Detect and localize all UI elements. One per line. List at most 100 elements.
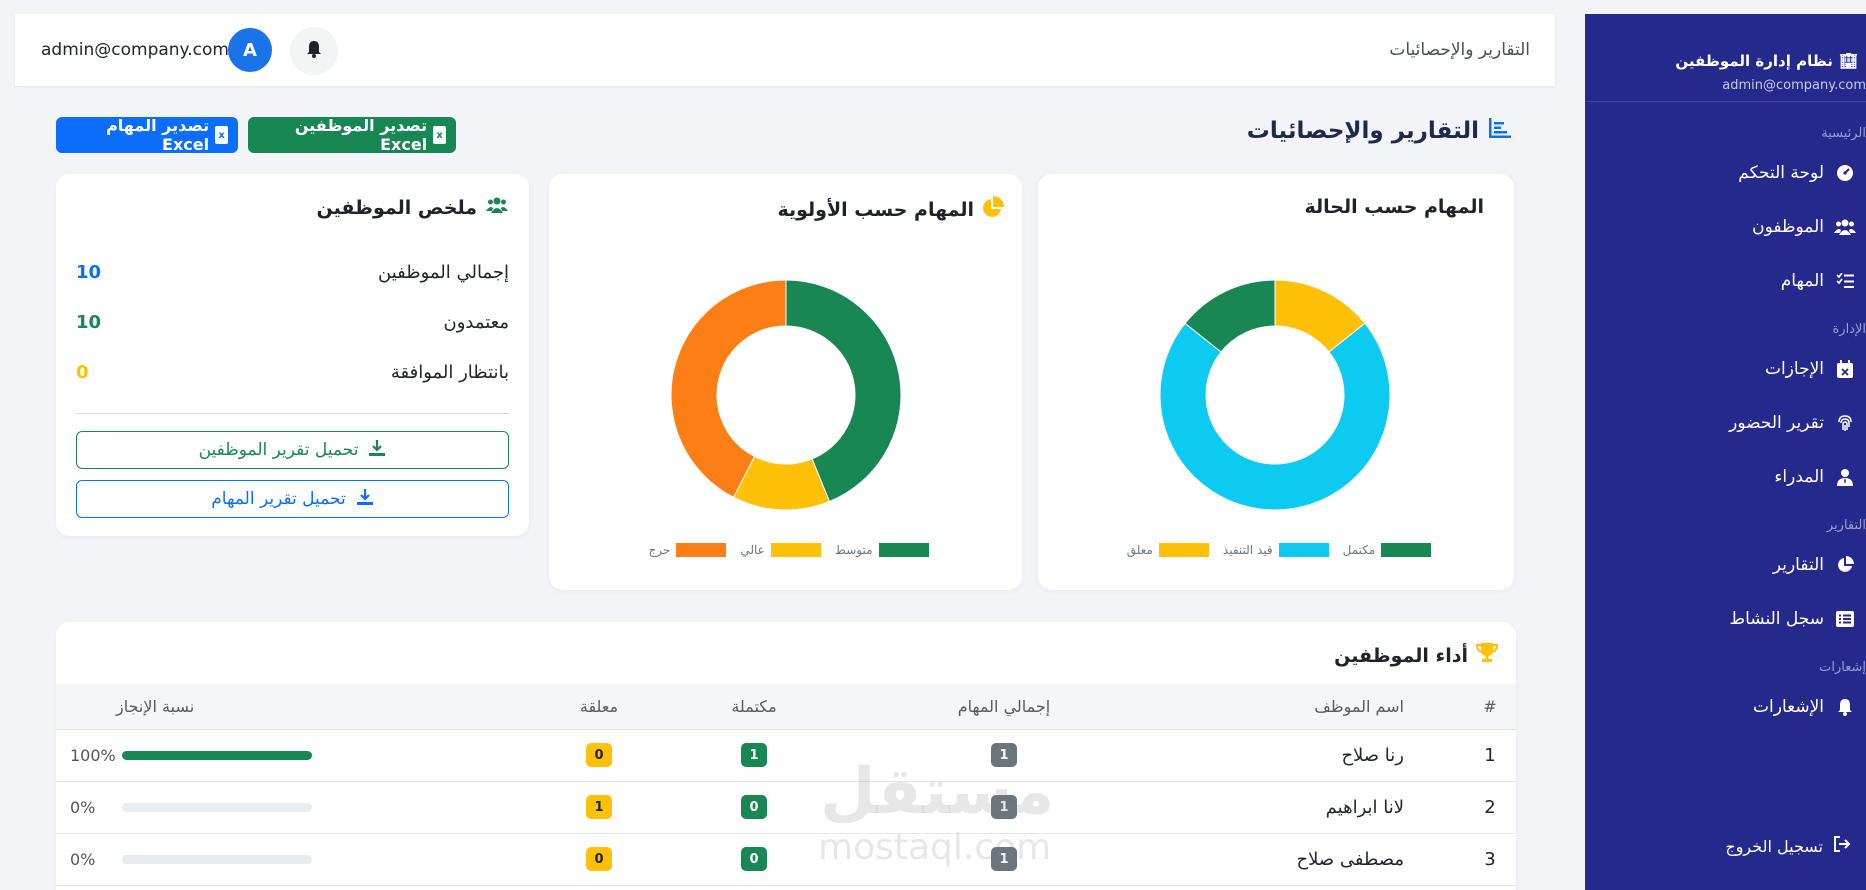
- done-cell: 0: [674, 781, 834, 834]
- donut-slice-2[interactable]: [670, 279, 787, 499]
- legend-item[interactable]: عالي: [740, 543, 821, 557]
- list-icon: [1834, 608, 1856, 630]
- legend-item[interactable]: قيد التنفيذ: [1223, 543, 1329, 557]
- col-total[interactable]: إجمالي المهام: [834, 684, 1174, 730]
- card-title: ملخص الموظفين: [317, 196, 509, 219]
- sidebar-item-employees[interactable]: الموظفون: [1585, 200, 1866, 254]
- table-row[interactable]: 1 رنا صلاح 1 1 0 100%: [56, 729, 1516, 782]
- download-tasks-report-button[interactable]: تحميل تقرير المهام: [76, 480, 509, 518]
- col-progress[interactable]: نسبة الإنجاز: [56, 684, 524, 730]
- progress-cell: 0%: [56, 833, 524, 886]
- done-cell: 0: [674, 833, 834, 886]
- tasks-icon: [1834, 270, 1856, 292]
- section-main: الرئيسية: [1821, 126, 1866, 141]
- pending-badge: 1: [586, 795, 612, 820]
- col-name[interactable]: اسم الموظف: [1174, 684, 1464, 730]
- legend-item[interactable]: معلق: [1127, 543, 1209, 557]
- total-cell: 1: [834, 833, 1174, 886]
- sidebar-item-leaves[interactable]: الإجازات: [1585, 342, 1866, 396]
- sidebar-item-tasks[interactable]: المهام: [1585, 254, 1866, 308]
- topbar: التقارير والإحصائيات A admin@company.com: [15, 14, 1555, 86]
- topbar-title: التقارير والإحصائيات: [1389, 40, 1530, 60]
- performance-table: # اسم الموظف إجمالي المهام مكتملة معلقة …: [56, 684, 1516, 886]
- excel-file-icon: x: [215, 126, 228, 144]
- progress-bar: [121, 751, 312, 760]
- col-num[interactable]: #: [1464, 684, 1516, 730]
- donut-slice-2[interactable]: [1184, 279, 1276, 353]
- legend-swatch: [878, 543, 929, 557]
- done-badge: 1: [741, 743, 767, 768]
- total-badge: 1: [991, 743, 1017, 768]
- col-done[interactable]: مكتملة: [674, 684, 834, 730]
- total-cell: 1: [834, 781, 1174, 834]
- users-icon: [485, 196, 509, 219]
- divider: [76, 413, 509, 414]
- status-chart-card: المهام حسب الحالة مكتمل قيد التنفيذ معلق: [1038, 174, 1514, 590]
- summary-row-total: إجمالي الموظفين 10: [76, 262, 509, 286]
- row-num: 1: [1464, 729, 1516, 782]
- export-tasks-button[interactable]: x تصدير المهام Excel: [56, 116, 238, 154]
- sidebar-item-activity-log[interactable]: سجل النشاط: [1585, 592, 1866, 646]
- progress-percent: 0%: [70, 798, 96, 817]
- employee-performance-card: أداء الموظفين # اسم الموظف إجمالي المهام…: [56, 622, 1516, 890]
- priority-chart-card: المهام حسب الأولوية متوسط عالي حرج: [549, 174, 1022, 590]
- progress-bar: [121, 803, 312, 812]
- bell-icon: [306, 40, 322, 62]
- sidebar: 🏢︎ نظام إدارة الموظفين admin@company.com…: [1585, 14, 1866, 890]
- summary-value: 10: [76, 312, 102, 333]
- notifications-button[interactable]: [290, 27, 338, 75]
- fingerprint-icon: [1834, 412, 1856, 434]
- legend-item[interactable]: مكتمل: [1343, 543, 1432, 557]
- card-title: المهام حسب الحالة: [1304, 196, 1485, 218]
- summary-row-pending: بانتظار الموافقة 0: [76, 362, 509, 386]
- user-tie-icon: [1834, 466, 1856, 488]
- legend-swatch: [1278, 543, 1329, 557]
- page-title: التقارير والإحصائيات: [1247, 118, 1511, 144]
- summary-value: 0: [76, 362, 89, 383]
- table-row[interactable]: 3 مصطفى صلاح 1 0 0 0%: [56, 833, 1516, 886]
- sidebar-item-reports[interactable]: التقارير: [1585, 538, 1866, 592]
- download-employees-report-button[interactable]: تحميل تقرير الموظفين: [76, 431, 509, 469]
- status-donut-chart: [1159, 279, 1391, 511]
- download-icon: [356, 488, 374, 511]
- export-employees-button[interactable]: x تصدير الموظفين Excel: [248, 116, 456, 154]
- legend-item[interactable]: حرج: [649, 543, 727, 557]
- section-reports: التقارير: [1826, 518, 1866, 533]
- watermark-url: mostaql.com: [818, 827, 1052, 868]
- table-header-row: # اسم الموظف إجمالي المهام مكتملة معلقة …: [56, 684, 1516, 730]
- progress-fill: [121, 751, 312, 760]
- donut-slice-0[interactable]: [785, 279, 902, 503]
- legend-swatch: [1158, 543, 1209, 557]
- progress-percent: 100%: [70, 746, 116, 765]
- table-row[interactable]: 2 لانا ابراهيم 1 0 1 0%: [56, 781, 1516, 834]
- pending-badge: 0: [586, 743, 612, 768]
- sidebar-item-notifications[interactable]: الإشعارات: [1585, 680, 1866, 734]
- priority-donut-chart: [670, 279, 902, 511]
- done-cell: 1: [674, 729, 834, 782]
- excel-file-icon: x: [433, 126, 446, 144]
- logout-button[interactable]: تسجيل الخروج: [1725, 836, 1866, 856]
- card-title: أداء الموظفين: [1334, 642, 1499, 669]
- col-pending[interactable]: معلقة: [524, 684, 674, 730]
- total-badge: 1: [991, 847, 1017, 872]
- pending-cell: 0: [524, 833, 674, 886]
- bell-icon: [1834, 696, 1856, 718]
- priority-legend: متوسط عالي حرج: [549, 543, 1022, 557]
- status-legend: مكتمل قيد التنفيذ معلق: [1038, 543, 1514, 557]
- section-notifications: إشعارات: [1819, 660, 1866, 675]
- brand-title[interactable]: 🏢︎ نظام إدارة الموظفين: [1675, 52, 1858, 70]
- gauge-icon: [1834, 162, 1856, 184]
- avatar[interactable]: A: [228, 28, 272, 72]
- sidebar-item-attendance[interactable]: تقرير الحضور: [1585, 396, 1866, 450]
- employee-name: مصطفى صلاح: [1174, 833, 1464, 886]
- done-badge: 0: [741, 847, 767, 872]
- chart-bar-icon: [1489, 118, 1511, 144]
- employee-summary-card: ملخص الموظفين إجمالي الموظفين 10 معتمدون…: [56, 174, 529, 536]
- user-email: admin@company.com: [41, 40, 229, 60]
- summary-row-approved: معتمدون 10: [76, 312, 509, 336]
- sidebar-item-managers[interactable]: المدراء: [1585, 450, 1866, 504]
- download-icon: [368, 439, 386, 462]
- legend-item[interactable]: متوسط: [835, 543, 929, 557]
- donut-slice-1[interactable]: [1159, 322, 1391, 511]
- sidebar-item-dashboard[interactable]: لوحة التحكم: [1585, 146, 1866, 200]
